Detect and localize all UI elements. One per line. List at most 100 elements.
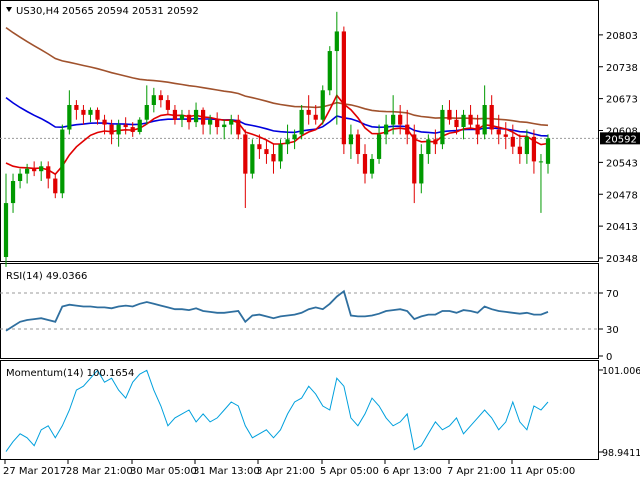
candle-body <box>144 105 149 120</box>
candle-body <box>391 114 396 125</box>
candle <box>524 129 529 164</box>
candle <box>144 85 149 125</box>
time-tick-label: 30 Mar 05:00 <box>130 466 197 477</box>
price-tick-label: 20413 <box>606 222 638 233</box>
momentum-plot <box>5 369 549 452</box>
candle <box>419 144 424 194</box>
candle <box>285 124 290 155</box>
momentum-label: Momentum(14) 100.1654 <box>6 368 134 379</box>
candle <box>405 109 410 145</box>
slow-ma-line <box>5 26 549 127</box>
candle-body <box>200 109 206 125</box>
candle <box>215 112 220 135</box>
down-triangle-icon[interactable] <box>6 7 12 12</box>
ohlc-label: 20565 20594 20531 20592 <box>62 6 199 17</box>
candle-body <box>67 105 72 130</box>
price-tick-label: 20673 <box>606 95 638 106</box>
candle <box>376 124 382 164</box>
candle <box>496 114 501 145</box>
candle <box>74 100 79 120</box>
candles <box>3 11 551 267</box>
candle-body <box>172 109 178 120</box>
candle-body <box>32 168 37 172</box>
candle-body <box>17 173 23 182</box>
candle <box>46 161 51 189</box>
candle <box>25 163 30 184</box>
candle-body <box>186 114 192 123</box>
candle-body <box>158 95 163 101</box>
candle <box>313 105 318 125</box>
candle <box>426 134 431 164</box>
candle <box>517 134 522 164</box>
candle <box>461 109 466 140</box>
candle-body <box>208 119 213 125</box>
candle-body <box>454 119 459 128</box>
rsi-plot <box>0 289 599 332</box>
momentum-panel-frame <box>0 360 599 460</box>
candle <box>412 124 417 204</box>
candle <box>391 95 396 135</box>
time-tick-label: 28 Mar 21:00 <box>66 466 133 477</box>
time-tick-label: 27 Mar 2017 <box>3 466 66 477</box>
candle-body <box>369 158 375 174</box>
candle <box>433 129 438 155</box>
candle-body <box>116 124 121 135</box>
candle-body <box>109 124 114 135</box>
candle <box>95 107 100 125</box>
candle-body <box>348 134 354 145</box>
candle <box>475 114 480 145</box>
rsi-tick-label: 30 <box>606 325 619 336</box>
candle-body <box>285 139 290 145</box>
candle-body <box>355 134 361 155</box>
candle-body <box>426 139 431 155</box>
candle-body <box>510 136 515 147</box>
candle-body <box>405 124 410 135</box>
candle-body <box>257 144 262 150</box>
candle <box>158 90 163 108</box>
candle <box>545 134 551 174</box>
price-tick-label: 20608 <box>606 127 638 138</box>
candle <box>222 119 227 140</box>
candle <box>489 95 494 135</box>
candle <box>362 144 368 184</box>
candle <box>151 87 156 113</box>
candle <box>398 105 403 135</box>
candle <box>306 95 311 125</box>
candle-body <box>489 105 494 130</box>
moving-averages <box>5 26 549 176</box>
candle-body <box>341 31 346 145</box>
candle-body <box>236 119 241 135</box>
candle-body <box>3 203 9 258</box>
candle <box>383 114 389 145</box>
candle-body <box>334 31 339 52</box>
candle <box>299 105 304 140</box>
candle <box>130 122 135 137</box>
axes: 20803 20738 20673 20608 20543 20478 20413 20348… <box>3 31 640 477</box>
candle-body <box>193 109 199 123</box>
candle <box>88 107 93 123</box>
candle-body <box>74 105 79 110</box>
candle-body <box>292 134 297 140</box>
candle-body <box>433 139 438 145</box>
time-tick-label: 7 Apr 21:00 <box>447 466 506 477</box>
candle-body <box>468 114 473 125</box>
candle-body <box>165 100 171 110</box>
candle-body <box>376 134 382 159</box>
candle <box>468 105 473 130</box>
candle <box>482 85 487 140</box>
candle <box>355 129 361 164</box>
candle-body <box>271 154 276 162</box>
candle-body <box>440 109 445 145</box>
candle <box>193 102 199 128</box>
candle-body <box>229 119 234 125</box>
candle <box>186 109 192 130</box>
candle <box>341 26 346 155</box>
candle <box>369 154 375 179</box>
candle <box>200 107 206 135</box>
candle-body <box>398 114 403 125</box>
candle <box>257 134 262 159</box>
candle-body <box>88 109 93 115</box>
candle-body <box>278 144 283 162</box>
candle-body <box>95 109 100 120</box>
